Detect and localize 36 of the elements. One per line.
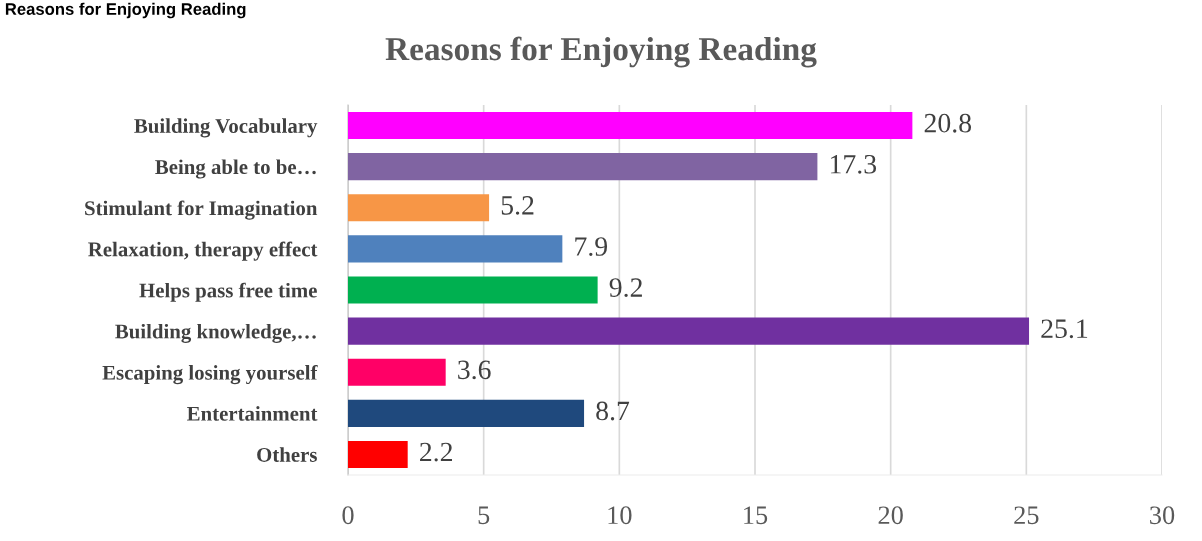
y-tick-label: Building knowledge,… (115, 323, 316, 343)
x-tick-label: 30 (1150, 506, 1175, 525)
x-tick-label: 5 (478, 506, 490, 525)
bar (348, 111, 913, 140)
data-label: 9.2 (609, 278, 642, 298)
bar (348, 194, 490, 222)
y-tick-label: Building Vocabulary (134, 118, 318, 138)
chart-title: Reasons for Enjoying Reading (385, 36, 817, 68)
data-label: 25.1 (1041, 319, 1088, 339)
y-tick-label: Helps pass free time (139, 282, 317, 302)
x-tick-label: 15 (744, 506, 768, 525)
y-tick-label: Others (257, 447, 317, 462)
bar (348, 153, 818, 181)
y-tick-label: Escaping losing yourself (102, 364, 318, 385)
bar (348, 317, 1030, 345)
bar (348, 440, 408, 469)
bar (348, 399, 585, 427)
x-tick-label: 10 (608, 506, 632, 525)
x-tick-label: 25 (1014, 506, 1039, 525)
data-label: 8.7 (596, 401, 630, 421)
text: Reasons for Enjoying Reading (5, 2, 246, 19)
data-label: 17.3 (830, 154, 877, 174)
y-tick-label: Relaxation, therapy effect (88, 241, 318, 261)
y-tick-label: Stimulant for Imagination (85, 200, 318, 220)
y-tick-label: Entertainment (187, 406, 318, 421)
data-label: 2.2 (420, 442, 452, 462)
data-label: 7.9 (575, 237, 608, 256)
data-label: 20.8 (924, 113, 972, 133)
bar (348, 235, 563, 263)
x-tick-label: 20 (878, 506, 903, 525)
x-tick-label: 0 (342, 506, 354, 525)
bar (348, 358, 446, 386)
data-label: 3.6 (458, 360, 491, 380)
data-label: 5.2 (501, 196, 534, 215)
bar (348, 276, 598, 304)
y-tick-label: Being able to be… (155, 159, 316, 179)
